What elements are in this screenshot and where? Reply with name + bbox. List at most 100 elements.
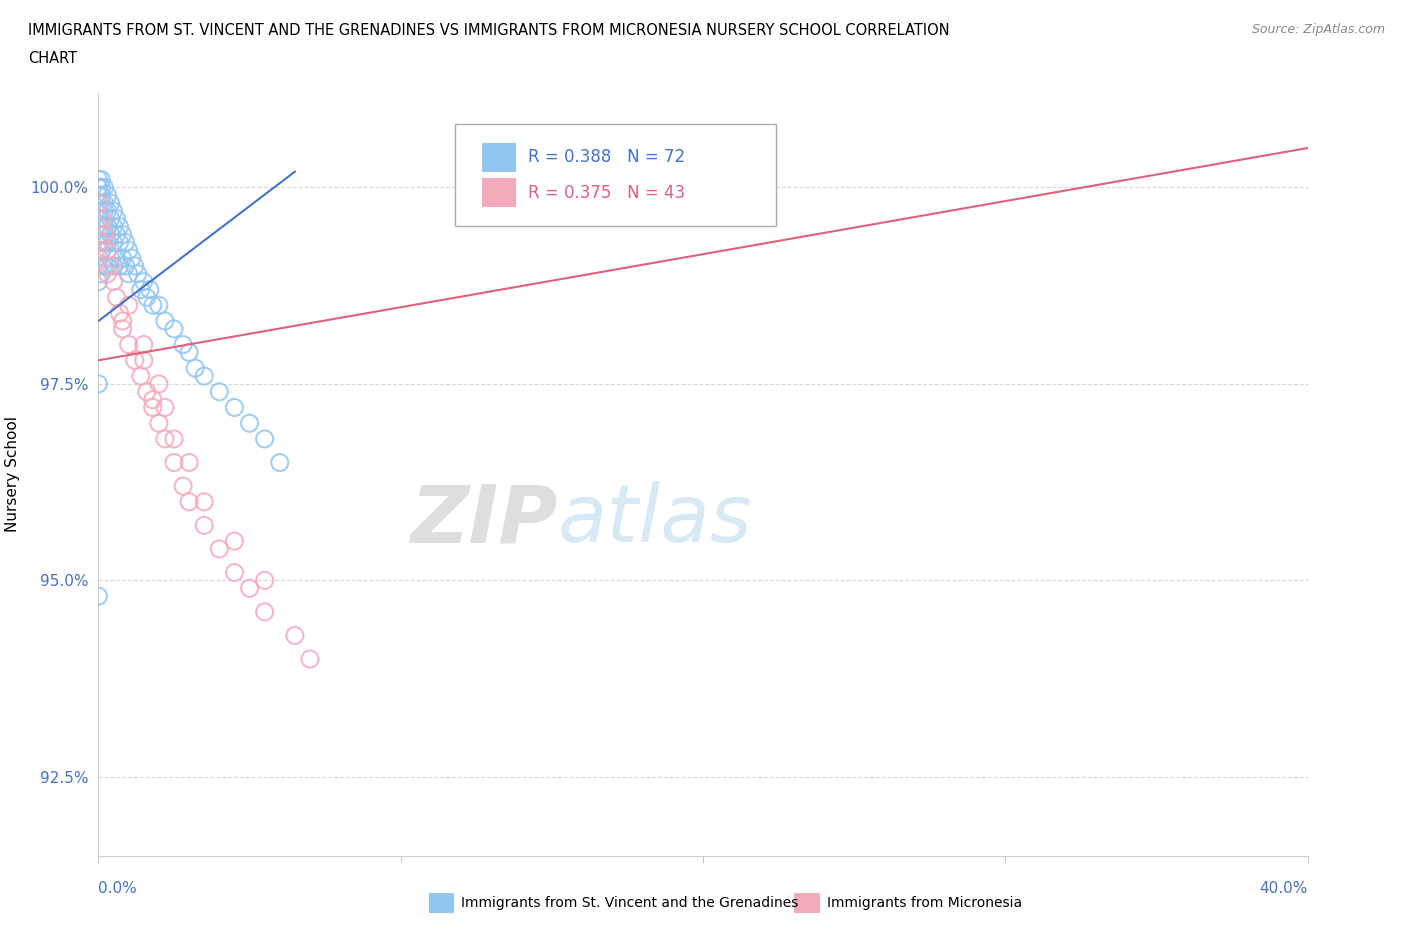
Point — [103, 274, 125, 289]
Point — [124, 259, 146, 273]
Point — [111, 251, 134, 266]
Point — [93, 179, 115, 194]
Point — [224, 565, 246, 580]
Point — [111, 322, 134, 337]
Point — [132, 274, 155, 289]
Point — [93, 227, 115, 242]
Point — [90, 243, 112, 258]
Point — [96, 266, 118, 281]
Point — [108, 306, 131, 321]
Bar — [482, 179, 516, 207]
Text: R = 0.375   N = 43: R = 0.375 N = 43 — [527, 184, 685, 202]
Point — [100, 251, 122, 266]
Point — [142, 392, 165, 407]
Point — [132, 352, 155, 367]
Point — [121, 251, 143, 266]
Text: Source: ZipAtlas.com: Source: ZipAtlas.com — [1251, 23, 1385, 36]
Point — [96, 204, 118, 219]
Point — [114, 259, 136, 273]
Point — [193, 495, 215, 510]
Point — [253, 604, 276, 619]
Point — [179, 455, 201, 470]
Point — [179, 345, 201, 360]
Point — [105, 227, 128, 242]
Point — [100, 227, 122, 242]
Point — [87, 179, 110, 194]
Point — [93, 195, 115, 210]
Point — [269, 455, 291, 470]
Point — [108, 219, 131, 234]
Point — [129, 282, 152, 297]
Point — [118, 266, 141, 281]
Point — [87, 274, 110, 289]
Point — [90, 235, 112, 250]
Point — [90, 266, 112, 281]
Point — [299, 652, 322, 667]
Bar — [482, 142, 516, 171]
Point — [93, 259, 115, 273]
Point — [163, 432, 186, 446]
Point — [132, 338, 155, 352]
Point — [87, 589, 110, 604]
Point — [87, 179, 110, 194]
Point — [96, 219, 118, 234]
Text: 0.0%: 0.0% — [98, 881, 138, 896]
Point — [153, 432, 176, 446]
Point — [87, 188, 110, 203]
Point — [172, 479, 194, 494]
Point — [90, 179, 112, 194]
Point — [142, 400, 165, 415]
Point — [153, 313, 176, 328]
Point — [124, 352, 146, 367]
Point — [284, 628, 307, 643]
Point — [208, 541, 231, 556]
Point — [100, 259, 122, 273]
Point — [142, 298, 165, 312]
Point — [100, 211, 122, 226]
Point — [90, 172, 112, 187]
Point — [163, 322, 186, 337]
Text: Immigrants from St. Vincent and the Grenadines: Immigrants from St. Vincent and the Gren… — [461, 896, 799, 910]
FancyBboxPatch shape — [456, 124, 776, 227]
Point — [87, 243, 110, 258]
Point — [179, 495, 201, 510]
Point — [172, 338, 194, 352]
Point — [148, 298, 170, 312]
Point — [93, 219, 115, 234]
Point — [239, 581, 262, 596]
Point — [540, 179, 562, 194]
Point — [135, 290, 157, 305]
Point — [93, 204, 115, 219]
Point — [103, 235, 125, 250]
Point — [108, 259, 131, 273]
Point — [129, 368, 152, 383]
Point — [153, 400, 176, 415]
Point — [118, 298, 141, 312]
Point — [108, 235, 131, 250]
Point — [114, 235, 136, 250]
Point — [253, 432, 276, 446]
Point — [103, 219, 125, 234]
Point — [96, 188, 118, 203]
Point — [148, 377, 170, 392]
Point — [87, 195, 110, 210]
Point — [239, 416, 262, 431]
Point — [87, 195, 110, 210]
Text: 40.0%: 40.0% — [1260, 881, 1308, 896]
Point — [96, 243, 118, 258]
Text: CHART: CHART — [28, 51, 77, 66]
Point — [96, 259, 118, 273]
Point — [105, 251, 128, 266]
Point — [111, 227, 134, 242]
Point — [87, 211, 110, 226]
Point — [208, 384, 231, 399]
Point — [90, 188, 112, 203]
Point — [118, 243, 141, 258]
Point — [90, 227, 112, 242]
Point — [224, 400, 246, 415]
Point — [105, 211, 128, 226]
Point — [193, 518, 215, 533]
Text: Immigrants from Micronesia: Immigrants from Micronesia — [827, 896, 1022, 910]
Point — [224, 534, 246, 549]
Y-axis label: Nursery School: Nursery School — [4, 417, 20, 532]
